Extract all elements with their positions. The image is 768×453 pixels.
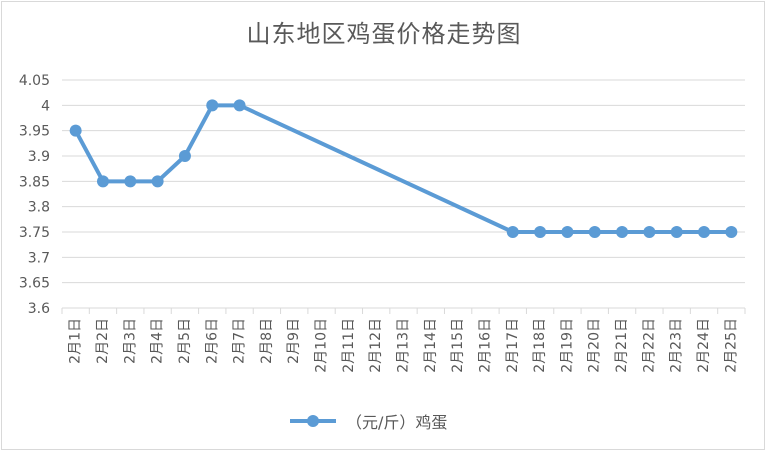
x-tick-label: 2月3日	[122, 318, 138, 364]
legend-marker	[290, 410, 336, 432]
data-point	[698, 226, 711, 238]
x-tick-label: 2月11日	[341, 318, 357, 373]
x-tick-label: 2月10日	[314, 318, 330, 373]
data-point	[506, 226, 519, 238]
data-point	[561, 226, 574, 238]
data-point	[616, 226, 629, 238]
x-tick-label: 2月21日	[614, 318, 630, 373]
x-tick-label: 2月1日	[68, 318, 84, 364]
x-tick-label: 2月6日	[204, 318, 220, 364]
y-tick-label: 3.7	[28, 250, 50, 266]
y-tick-label: 3.65	[19, 276, 50, 292]
x-tick-label: 2月25日	[723, 318, 739, 373]
y-tick-label: 3.85	[19, 174, 50, 190]
x-tick-label: 2月17日	[505, 318, 521, 373]
data-point	[151, 175, 164, 188]
x-tick-label: 2月8日	[259, 318, 275, 364]
x-tick-label: 2月24日	[696, 318, 712, 373]
y-tick-label: 3.6	[28, 301, 50, 317]
x-tick-label: 2月18日	[532, 318, 548, 373]
x-tick-label: 2月9日	[286, 318, 302, 364]
data-point	[534, 226, 547, 238]
y-tick-label: 4	[41, 98, 50, 114]
chart-title: 山东地区鸡蛋价格走势图	[246, 20, 522, 48]
data-point	[124, 175, 137, 188]
x-tick-label: 2月15日	[450, 318, 466, 373]
data-point	[643, 226, 656, 238]
x-tick-label: 2月2日	[95, 318, 111, 364]
data-point	[69, 124, 82, 137]
data-point	[670, 226, 683, 238]
x-tick-label: 2月5日	[177, 318, 193, 364]
data-point	[233, 99, 246, 112]
x-tick-label: 2月19日	[559, 318, 575, 373]
x-tick-label: 2月12日	[368, 318, 384, 373]
y-tick-label: 4.05	[19, 73, 50, 89]
x-tick-label: 2月23日	[669, 318, 685, 373]
series-line	[73, 103, 734, 234]
x-tick-label: 2月4日	[150, 318, 166, 364]
y-tick-label: 3.9	[28, 149, 50, 165]
data-point	[178, 150, 191, 162]
legend: （元/斤）鸡蛋	[290, 410, 447, 432]
data-point	[96, 175, 109, 188]
data-point	[725, 226, 738, 238]
legend-label: （元/斤）鸡蛋	[346, 413, 448, 432]
y-tick-label: 3.95	[19, 124, 50, 140]
y-tick-label: 3.75	[19, 225, 50, 241]
x-tick-label: 2月14日	[423, 318, 439, 373]
data-point	[206, 99, 219, 112]
x-tick-label: 2月22日	[641, 318, 657, 373]
y-tick-label: 3.8	[28, 200, 50, 216]
x-tick-label: 2月16日	[477, 318, 493, 373]
data-point	[588, 226, 601, 238]
x-tick-label: 2月7日	[232, 318, 248, 364]
x-tick-label: 2月13日	[396, 318, 412, 373]
x-tick-label: 2月20日	[587, 318, 603, 373]
